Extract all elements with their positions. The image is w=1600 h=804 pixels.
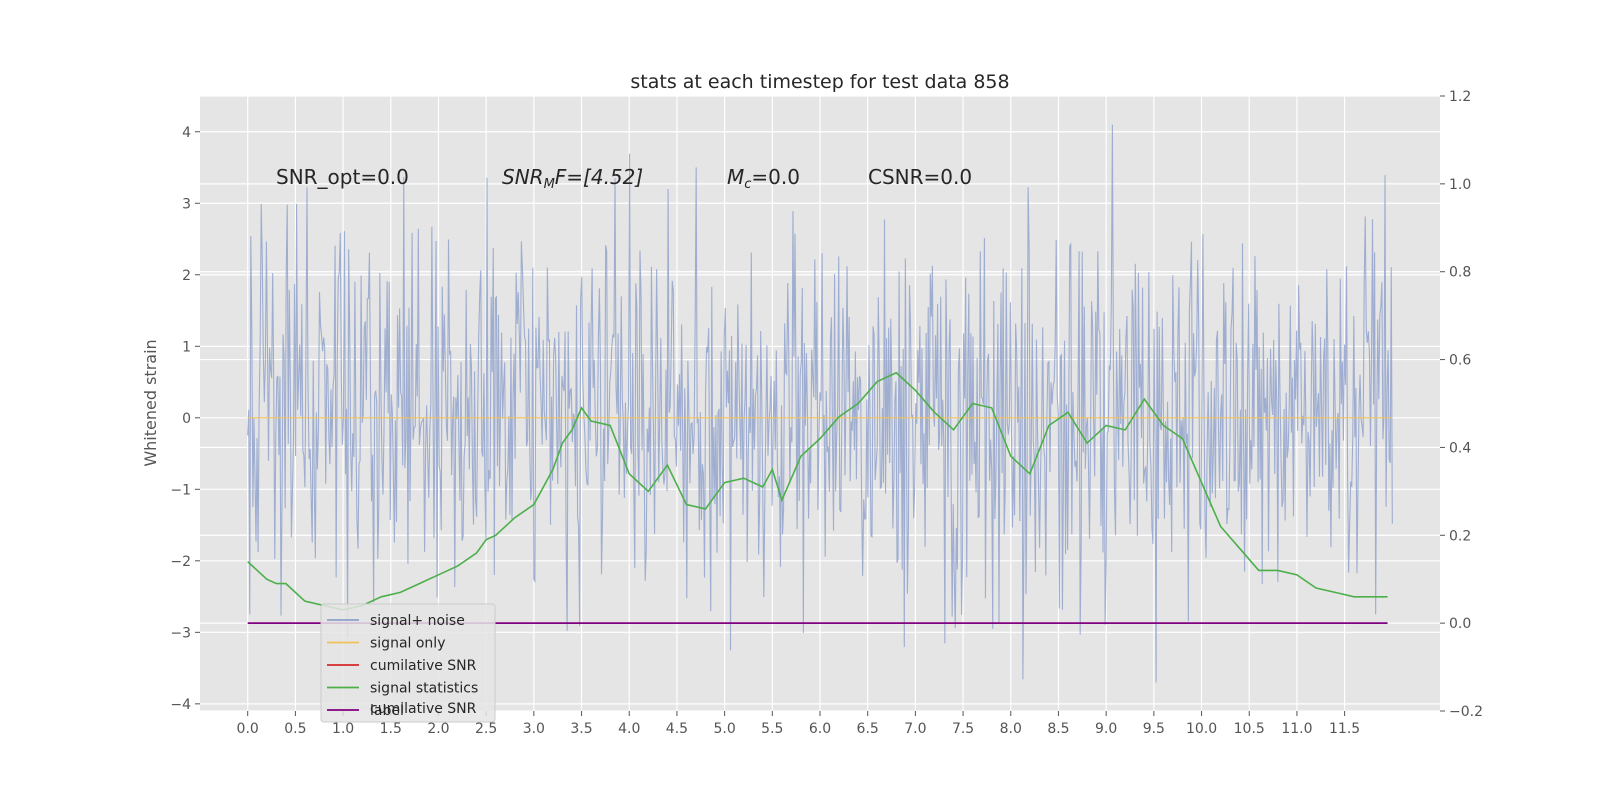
x-tick-label: 11.5 xyxy=(1329,721,1360,737)
y-tick-label: 3 xyxy=(182,196,191,212)
annotation-snr-mf-tail: F=[4.52] xyxy=(555,165,643,189)
y-tick-label: 0 xyxy=(182,411,191,427)
legend-label: signal statistics xyxy=(370,681,478,697)
legend-label: signal+ noise xyxy=(370,613,465,629)
legend-label: label xyxy=(370,703,404,719)
annotation-mc-main: M xyxy=(727,165,744,189)
x-tick-label: 7.0 xyxy=(904,721,926,737)
x-tick-label: 10.5 xyxy=(1234,721,1265,737)
x-tick-label: 3.5 xyxy=(570,721,592,737)
x-tick-label: 0.5 xyxy=(284,721,306,737)
x-tick-label: 11.0 xyxy=(1281,721,1312,737)
legend-label: cumilative SNR xyxy=(370,658,477,674)
ticks-layer: 0.0 0.5 1.0 1.5 2.0 2.5 3.0 3.5 4.0 4.5 5.0 5.5 6.0 6… xyxy=(170,89,1483,737)
y-tick-label: 2 xyxy=(182,268,191,284)
annotation-csnr: CSNR=0.0 xyxy=(868,165,972,189)
legend-ghost-text: cumilative SNR xyxy=(370,701,477,717)
x-tick-label: 9.5 xyxy=(1143,721,1165,737)
x-tick-label: 10.0 xyxy=(1186,721,1217,737)
signal-statistics-line xyxy=(247,371,1388,611)
y-tick-label: −4 xyxy=(170,697,191,713)
x-tick-label: 7.5 xyxy=(952,721,974,737)
x-tick-label: 4.0 xyxy=(618,721,640,737)
annotation-mc-sub: c xyxy=(744,177,751,192)
y2-tick-label: 0.8 xyxy=(1449,265,1471,281)
y-tick-label: −3 xyxy=(170,625,191,641)
y2-tick-label: −0.2 xyxy=(1449,704,1483,720)
annotation-snr-mf-main: SNR xyxy=(502,165,544,189)
annotation-snr-opt: SNR_opt=0.0 xyxy=(276,165,409,189)
x-tick-label: 2.5 xyxy=(475,721,497,737)
y-axis-label: Whitened strain xyxy=(141,339,160,466)
annotation-mc-tail: =0.0 xyxy=(751,165,800,189)
x-tick-label: 1.0 xyxy=(332,721,354,737)
x-tick-label: 2.0 xyxy=(427,721,449,737)
y2-tick-label: 0.0 xyxy=(1449,616,1471,632)
x-tick-label: 0.0 xyxy=(237,721,259,737)
x-tick-label: 5.0 xyxy=(713,721,735,737)
y-tick-label: 4 xyxy=(182,125,191,141)
legend-box xyxy=(320,603,496,723)
annotation-snr-mf-sub: M xyxy=(544,177,555,192)
x-tick-label: 8.5 xyxy=(1047,721,1069,737)
legend-label: signal only xyxy=(370,636,445,652)
x-tick-label: 5.5 xyxy=(761,721,783,737)
y-tick-label: 1 xyxy=(182,339,191,355)
y-tick-label: −1 xyxy=(170,482,191,498)
legend: cumilative SNR signal+ noise signal only c… xyxy=(320,603,496,723)
x-tick-label: 6.0 xyxy=(809,721,831,737)
y-tick-label: −2 xyxy=(170,554,191,570)
y2-tick-label: 0.4 xyxy=(1449,440,1471,456)
x-tick-label: 6.5 xyxy=(857,721,879,737)
chart-title: stats at each timestep for test data 858 xyxy=(630,71,1009,93)
legend-items: signal+ noise signal only cumilative SNR si… xyxy=(327,613,478,719)
signal-noise-line xyxy=(247,124,1393,683)
y2-tick-label: 0.6 xyxy=(1449,353,1471,369)
y2-tick-label: 0.2 xyxy=(1449,528,1471,544)
x-tick-label: 4.5 xyxy=(666,721,688,737)
annotation-mc: Mc=0.0 xyxy=(727,165,800,192)
y2-tick-label: 1.2 xyxy=(1449,89,1471,105)
annotation-snr-mf: SNRMF=[4.52] xyxy=(502,165,643,192)
x-tick-label: 9.0 xyxy=(1095,721,1117,737)
y2-tick-label: 1.0 xyxy=(1449,177,1471,193)
x-tick-label: 3.0 xyxy=(523,721,545,737)
x-tick-label: 8.0 xyxy=(1000,721,1022,737)
x-tick-label: 1.5 xyxy=(380,721,402,737)
noise-layer xyxy=(247,124,1393,683)
